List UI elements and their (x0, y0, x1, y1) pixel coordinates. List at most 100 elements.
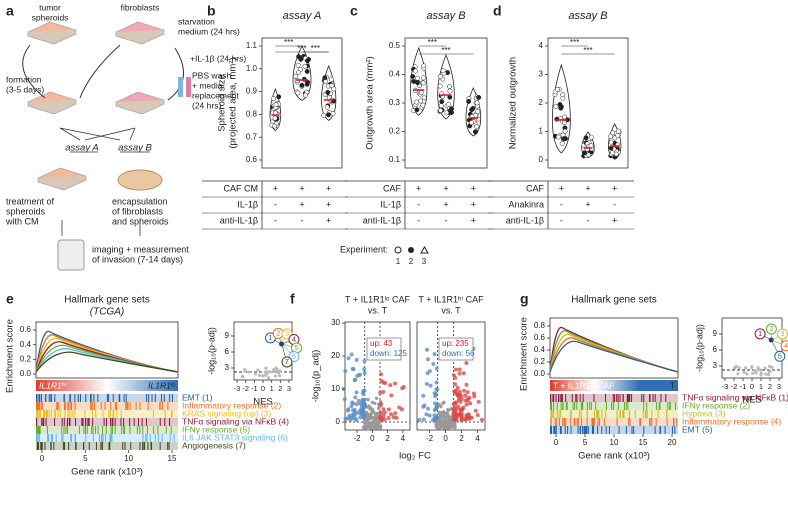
barcode (673, 418, 675, 426)
point (362, 358, 367, 363)
label: 2 (459, 434, 464, 443)
barcode (142, 434, 144, 442)
point (461, 371, 466, 376)
barcode (586, 402, 588, 410)
point (272, 123, 277, 129)
point (426, 406, 431, 411)
barcode (142, 442, 144, 450)
label: 0.6 (534, 333, 546, 342)
label: 1 (539, 127, 544, 136)
barcode (58, 402, 60, 410)
barcode (50, 394, 52, 402)
legend-entry: IL6 JAK STAT3 signaling (6) (182, 432, 288, 442)
point (750, 365, 754, 370)
point (737, 366, 741, 370)
barcode (598, 410, 600, 418)
barcode (551, 410, 553, 418)
point (413, 68, 418, 74)
barcode (628, 418, 630, 426)
point (472, 394, 477, 399)
barcode (555, 426, 557, 434)
barcode (125, 394, 127, 402)
label: anti-IL-1β (506, 215, 544, 225)
label: -1 (251, 384, 258, 393)
point (321, 112, 327, 118)
point (352, 409, 357, 414)
point (366, 412, 371, 417)
barcode (78, 426, 80, 434)
arrow (22, 44, 46, 99)
point (383, 380, 388, 385)
barcode (614, 394, 616, 402)
barcode (54, 418, 56, 426)
label: 3 (422, 257, 427, 266)
label: 0.7 (246, 132, 258, 141)
label: (3-5 days) (6, 84, 44, 94)
barcode (146, 434, 148, 442)
label: 0.6 (20, 325, 32, 334)
label: NES (742, 395, 762, 406)
plot-frame (261, 37, 343, 169)
barcode (645, 410, 647, 418)
point (452, 417, 457, 422)
barcode-bg (36, 434, 178, 442)
barcode (576, 394, 578, 402)
barcode (88, 418, 90, 426)
barcode (631, 394, 633, 402)
label: 20 (668, 438, 677, 447)
point (425, 371, 430, 376)
label: + (326, 215, 331, 225)
barcode (36, 426, 38, 434)
point (608, 139, 614, 145)
rule (59, 127, 121, 141)
point (273, 102, 279, 108)
label: + (471, 199, 476, 209)
point (361, 408, 366, 413)
barcode (146, 394, 148, 402)
label: 0 (40, 454, 45, 463)
legend-entry: IFNγ response (2) (682, 400, 750, 410)
point (442, 412, 446, 416)
point (414, 80, 420, 85)
point (608, 133, 614, 139)
point (362, 367, 367, 372)
barcode (629, 394, 631, 402)
point (378, 401, 383, 406)
barcode (167, 402, 169, 410)
barcode (618, 426, 620, 434)
barcode (86, 426, 88, 434)
gel (117, 169, 163, 191)
label: IL1R1ˡᵒ (148, 380, 175, 390)
barcode (125, 402, 127, 410)
label: 5 (778, 351, 782, 360)
label: replacement (192, 90, 239, 100)
point (446, 426, 450, 430)
label: 3 (780, 329, 784, 338)
point (457, 367, 462, 372)
point (329, 83, 335, 89)
id-ring (281, 356, 293, 368)
barcode (120, 418, 122, 426)
point (381, 413, 386, 418)
point (444, 110, 450, 116)
rank-bar (550, 380, 640, 391)
barcode (51, 434, 53, 442)
barcode (553, 402, 555, 410)
point (432, 352, 437, 357)
barcode (669, 402, 671, 410)
barcode (92, 426, 94, 434)
enrichment-curve (35, 351, 179, 373)
label: 7 (285, 357, 289, 366)
point (464, 382, 469, 387)
label: 2 (385, 434, 390, 443)
label: 0.4 (389, 70, 401, 79)
barcode (71, 410, 73, 418)
barcode (41, 442, 43, 450)
barcode (50, 442, 52, 450)
panel-title: assay B (426, 10, 465, 22)
barcode (62, 442, 64, 450)
point (457, 371, 462, 376)
point (264, 366, 268, 370)
barcode (108, 394, 110, 402)
barcode (40, 402, 42, 410)
